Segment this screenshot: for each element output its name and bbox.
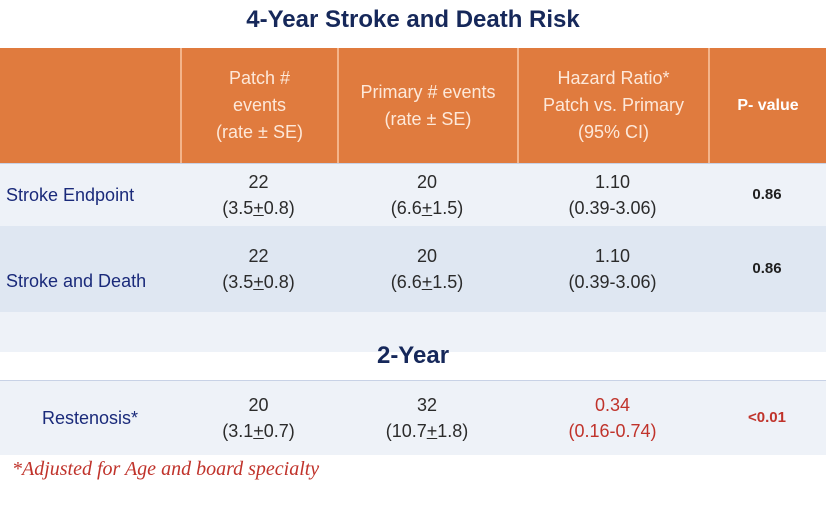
primary-events: 32 [416, 394, 437, 415]
primary-events: 20 [416, 171, 437, 192]
header-hr-line2: Patch vs. Primary [542, 95, 685, 115]
header-p-value: P- value [708, 48, 826, 163]
header-primary-line1: Primary # events [360, 81, 496, 102]
header-patch-line3: (rate ± SE) [216, 122, 303, 142]
primary-cell: 20 (6.6+1.5) [337, 226, 517, 312]
section-subtitle: 2-Year [376, 342, 450, 369]
header-primary-events: Primary # events (rate ± SE) [337, 48, 517, 163]
header-hr-line3: (95% CI) [577, 122, 649, 142]
primary-cell: 32 (10.7+1.8) [337, 381, 517, 455]
header-hr-line1: Hazard Ratio* [557, 68, 670, 88]
primary-rate: (6.6+1.5) [390, 198, 464, 218]
header-patch-line2: events [232, 95, 287, 115]
table-title: 4-Year Stroke and Death Risk [246, 6, 580, 33]
row-label: Stroke and Death [6, 270, 147, 291]
hazard-ratio-cell: 0.34 (0.16-0.74) [517, 381, 708, 455]
hazard-ratio-cell: 1.10 (0.39-3.06) [517, 164, 708, 226]
p-value: 0.86 [752, 260, 782, 278]
hazard-ratio-ci: (0.39-3.06) [568, 198, 657, 218]
header-patch-line1: Patch # [228, 68, 291, 88]
hazard-ratio-cell: 1.10 (0.39-3.06) [517, 226, 708, 312]
table-row-restenosis: Restenosis* 20 (3.1+0.7) 32 (10.7+1.8) 0… [0, 380, 826, 455]
header-hazard-ratio: Hazard Ratio* Patch vs. Primary (95% CI) [517, 48, 708, 163]
primary-rate: (10.7+1.8) [385, 421, 469, 441]
patch-rate: (3.5+0.8) [222, 272, 295, 292]
primary-cell: 20 (6.6+1.5) [337, 164, 517, 226]
patch-cell: 20 (3.1+0.7) [180, 381, 337, 455]
table-row-stroke-and-death: Stroke and Death 22 (3.5+0.8) 20 (6.6+1.… [0, 226, 826, 312]
hazard-ratio-value: 1.10 [594, 245, 631, 266]
patch-events: 20 [248, 394, 269, 415]
patch-events: 22 [248, 245, 269, 266]
table-header-row: Patch # events (rate ± SE) Primary # eve… [0, 48, 826, 163]
hazard-ratio-ci: (0.39-3.06) [568, 272, 657, 292]
row-label: Stroke Endpoint [6, 184, 135, 205]
patch-events: 22 [248, 171, 269, 192]
row-label: Restenosis* [41, 407, 139, 428]
table-spacer [0, 312, 826, 352]
header-patch-events: Patch # events (rate ± SE) [180, 48, 337, 163]
hazard-ratio-value: 1.10 [594, 171, 631, 192]
table-row-stroke-endpoint: Stroke Endpoint 22 (3.5+0.8) 20 (6.6+1.5… [0, 163, 826, 226]
footnote: *Adjusted for Age and board specialty [12, 458, 320, 480]
p-value: <0.01 [748, 409, 786, 427]
patch-cell: 22 (3.5+0.8) [180, 226, 337, 312]
patch-cell: 22 (3.5+0.8) [180, 164, 337, 226]
hazard-ratio-ci: (0.16-0.74) [568, 421, 657, 441]
patch-rate: (3.5+0.8) [222, 198, 295, 218]
p-value: 0.86 [752, 186, 782, 204]
results-table: Patch # events (rate ± SE) Primary # eve… [0, 48, 826, 352]
header-blank-cell [0, 48, 180, 163]
primary-rate: (6.6+1.5) [390, 272, 464, 292]
patch-rate: (3.1+0.7) [222, 421, 295, 441]
primary-events: 20 [416, 245, 437, 266]
hazard-ratio-value: 0.34 [594, 394, 631, 415]
header-primary-line2: (rate ± SE) [384, 108, 472, 129]
